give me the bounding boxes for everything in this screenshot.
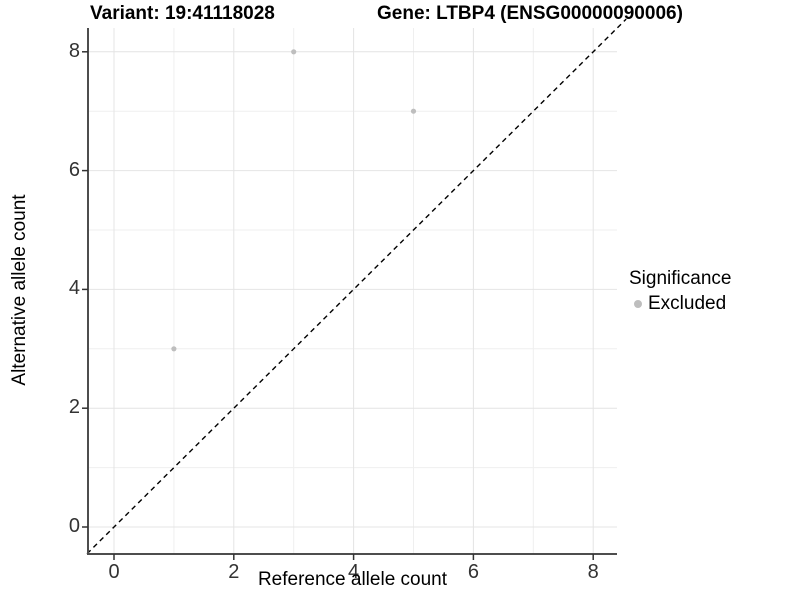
x-axis-title: Reference allele count (257, 569, 448, 590)
y-tick-label: 0 (68, 515, 80, 537)
legend-item-excluded: Excluded (629, 293, 799, 315)
legend-point-icon (634, 300, 642, 308)
legend: Significance Excluded (629, 268, 799, 315)
y-tick-label: 6 (68, 158, 80, 181)
x-tick-label: 4 (348, 561, 360, 583)
x-tick-label: 2 (228, 561, 240, 583)
y-tick-label: 4 (68, 277, 80, 300)
data-point (171, 346, 177, 352)
y-tick-label: 8 (68, 39, 80, 62)
x-tick-label: 8 (587, 561, 599, 583)
x-tick-label: 6 (467, 561, 479, 583)
plot-title-variant: Variant: 19:41118028 (90, 3, 275, 24)
identity-line (86, 18, 627, 555)
y-axis-title: Alternative allele count (9, 194, 30, 386)
legend-title: Significance (629, 268, 732, 289)
data-point (410, 108, 417, 114)
x-tick-label: 0 (108, 561, 120, 583)
data-point (291, 49, 297, 55)
y-tick-label: 2 (68, 396, 80, 419)
legend-item-label: Excluded (648, 293, 727, 314)
plot-title-gene: Gene: LTBP4 (ENSG00000090006) (377, 3, 683, 24)
